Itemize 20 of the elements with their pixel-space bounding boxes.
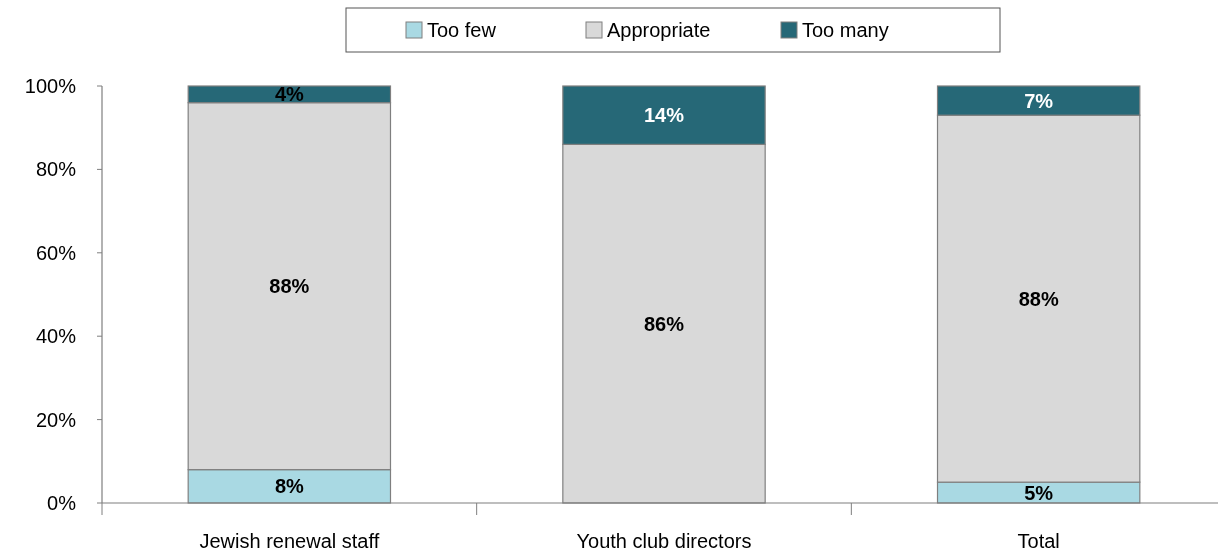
legend-label: Too many [802,19,889,41]
data-label: 88% [1018,287,1059,310]
x-tick-label: Youth club directors [576,530,752,552]
data-label: 4% [274,83,304,106]
data-label: 14% [643,104,685,127]
legend-label: Too few [427,19,497,41]
y-tick-label: 80% [35,158,77,181]
data-label: 5% [1024,481,1054,504]
x-tick-label: Jewish renewal staff [199,530,380,552]
y-tick-label: 100% [24,75,77,97]
data-label: 88% [269,275,310,298]
y-tick-label: 0% [47,492,77,514]
data-label: 7% [1024,89,1054,112]
data-label: 86% [643,312,685,335]
y-tick-label: 60% [35,241,77,264]
y-tick-label: 20% [35,408,77,431]
y-tick-label: 40% [35,325,77,348]
data-label: 8% [274,475,304,498]
legend-label: Appropriate [607,19,711,41]
x-tick-label: Total [1017,530,1060,552]
